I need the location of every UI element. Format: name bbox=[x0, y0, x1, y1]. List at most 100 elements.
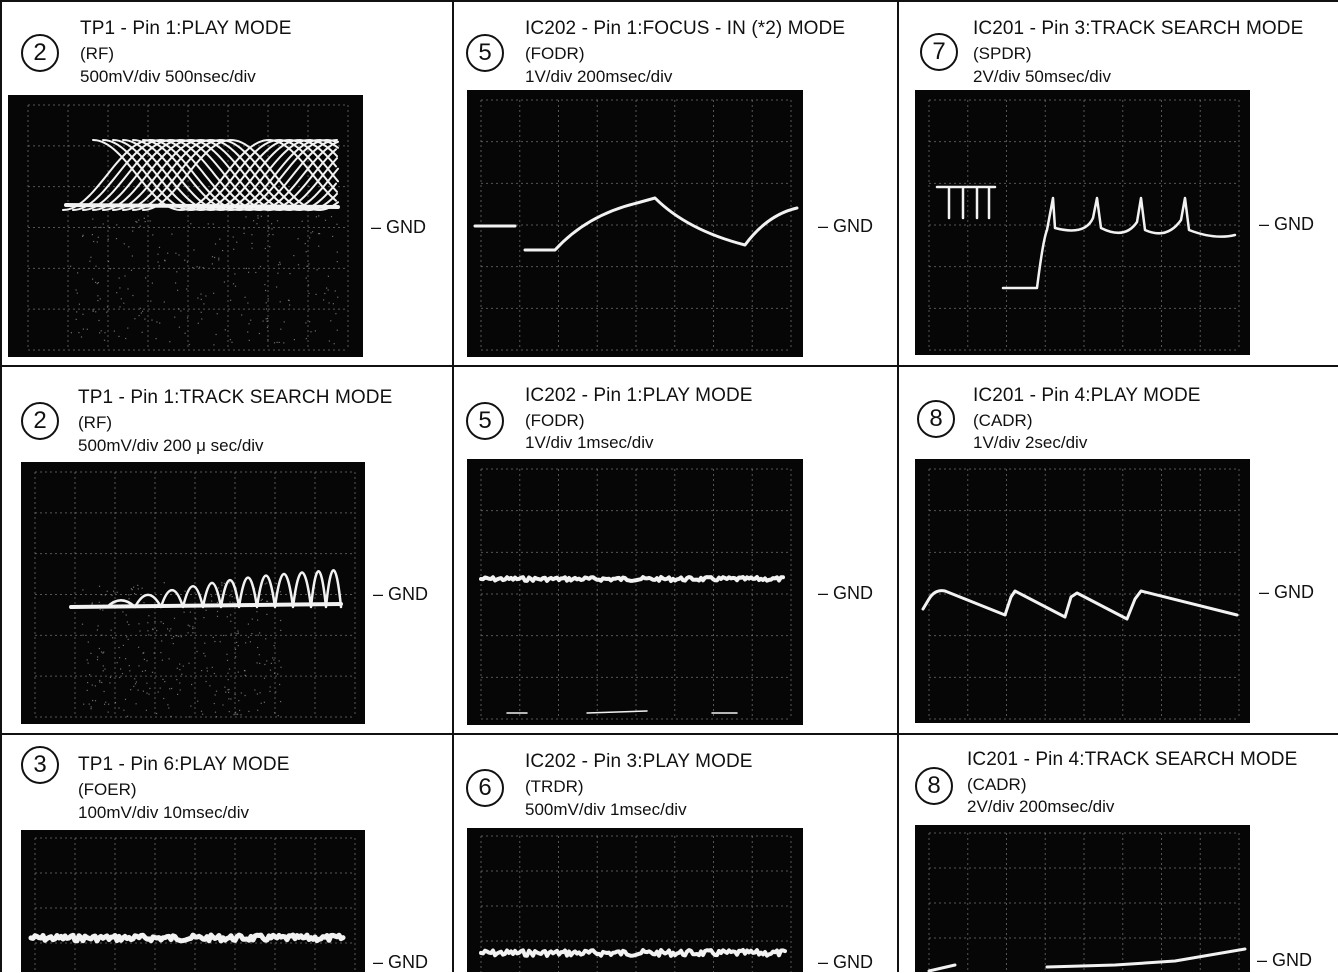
phosphor-speckle bbox=[308, 263, 310, 265]
phosphor-speckle bbox=[237, 713, 239, 715]
phosphor-speckle bbox=[269, 690, 271, 692]
phosphor-speckle bbox=[260, 599, 262, 602]
phosphor-speckle bbox=[163, 301, 165, 303]
phosphor-speckle bbox=[70, 265, 72, 267]
phosphor-speckle bbox=[214, 640, 216, 643]
phosphor-speckle bbox=[211, 256, 214, 258]
phosphor-speckle bbox=[109, 227, 111, 229]
phosphor-speckle bbox=[183, 611, 185, 613]
phosphor-speckle bbox=[157, 261, 159, 263]
phosphor-speckle bbox=[228, 668, 231, 670]
phosphor-speckle bbox=[233, 714, 235, 716]
phosphor-speckle bbox=[195, 618, 197, 620]
phosphor-speckle bbox=[92, 218, 94, 220]
phosphor-speckle bbox=[330, 320, 332, 322]
phosphor-speckle bbox=[272, 657, 274, 659]
phosphor-speckle bbox=[219, 641, 221, 643]
phosphor-speckle bbox=[270, 662, 272, 664]
waveform-title: TP1 - Pin 1:PLAY MODE bbox=[80, 18, 292, 39]
phosphor-speckle bbox=[98, 585, 101, 587]
phosphor-speckle bbox=[82, 634, 84, 636]
phosphor-speckle bbox=[179, 669, 181, 671]
phosphor-speckle bbox=[226, 616, 228, 618]
phosphor-speckle bbox=[125, 658, 127, 660]
phosphor-speckle bbox=[240, 714, 242, 716]
phosphor-speckle bbox=[215, 333, 217, 336]
phosphor-speckle bbox=[103, 339, 106, 341]
phosphor-speckle bbox=[309, 321, 311, 323]
waveform-scale: 100mV/div 10msec/div bbox=[78, 803, 250, 822]
phosphor-speckle bbox=[312, 231, 314, 233]
phosphor-speckle bbox=[263, 701, 265, 703]
phosphor-speckle bbox=[112, 637, 114, 639]
phosphor-speckle bbox=[257, 215, 259, 217]
phosphor-speckle bbox=[227, 689, 229, 691]
phosphor-speckle bbox=[213, 292, 215, 294]
phosphor-speckle bbox=[96, 241, 98, 243]
phosphor-speckle bbox=[101, 651, 103, 653]
phosphor-speckle bbox=[228, 688, 230, 691]
phosphor-speckle bbox=[212, 223, 214, 225]
phosphor-speckle bbox=[122, 611, 124, 613]
phosphor-speckle bbox=[255, 271, 257, 274]
phosphor-speckle bbox=[89, 260, 91, 262]
phosphor-speckle bbox=[265, 638, 267, 640]
phosphor-speckle bbox=[283, 342, 285, 344]
waveform-cell: 5 IC202 - Pin 1:PLAY MODE (FODR) 1V/div … bbox=[454, 367, 897, 733]
gnd-marker: – GND bbox=[373, 952, 429, 972]
oscilloscope-screen bbox=[467, 90, 803, 357]
phosphor-speckle bbox=[205, 680, 207, 683]
phosphor-speckle bbox=[167, 628, 169, 630]
phosphor-speckle bbox=[135, 703, 137, 705]
phosphor-speckle bbox=[206, 670, 208, 672]
phosphor-speckle bbox=[244, 674, 246, 676]
waveform-number-badge: 5 bbox=[466, 34, 504, 72]
phosphor-speckle bbox=[197, 297, 199, 299]
phosphor-speckle bbox=[127, 288, 129, 290]
phosphor-speckle bbox=[280, 619, 282, 622]
phosphor-speckle bbox=[211, 666, 213, 668]
phosphor-speckle bbox=[175, 282, 177, 284]
phosphor-speckle bbox=[308, 292, 310, 294]
phosphor-speckle bbox=[276, 286, 278, 288]
waveform-signal: (FODR) bbox=[525, 44, 585, 63]
phosphor-speckle bbox=[82, 234, 84, 236]
phosphor-speckle bbox=[102, 665, 104, 667]
phosphor-speckle bbox=[253, 220, 255, 222]
phosphor-speckle bbox=[293, 255, 295, 257]
phosphor-speckle bbox=[158, 265, 160, 267]
phosphor-speckle bbox=[197, 322, 199, 324]
phosphor-speckle bbox=[188, 716, 190, 718]
phosphor-speckle bbox=[108, 703, 110, 705]
phosphor-speckle bbox=[279, 683, 281, 686]
phosphor-speckle bbox=[230, 633, 232, 635]
phosphor-speckle bbox=[187, 632, 189, 634]
phosphor-speckle bbox=[98, 601, 100, 603]
phosphor-speckle bbox=[123, 709, 125, 711]
phosphor-speckle bbox=[110, 629, 112, 631]
phosphor-speckle bbox=[196, 650, 198, 653]
phosphor-speckle bbox=[224, 686, 226, 688]
waveform-scale: 1V/div 200msec/div bbox=[525, 67, 673, 86]
phosphor-speckle bbox=[278, 660, 280, 662]
phosphor-speckle bbox=[130, 689, 132, 691]
phosphor-speckle bbox=[264, 663, 266, 666]
phosphor-speckle bbox=[240, 692, 242, 694]
phosphor-speckle bbox=[161, 659, 163, 661]
phosphor-speckle bbox=[323, 299, 325, 301]
phosphor-speckle bbox=[203, 303, 205, 305]
gnd-marker: – GND bbox=[1259, 214, 1315, 234]
phosphor-speckle bbox=[101, 681, 103, 684]
phosphor-speckle bbox=[188, 343, 190, 346]
phosphor-speckle bbox=[239, 709, 241, 711]
waveform-trace bbox=[479, 835, 792, 972]
phosphor-speckle bbox=[127, 638, 129, 640]
phosphor-speckle bbox=[149, 687, 151, 689]
phosphor-speckle bbox=[245, 216, 247, 218]
phosphor-speckle bbox=[207, 223, 209, 225]
phosphor-speckle bbox=[257, 619, 259, 621]
phosphor-speckle bbox=[91, 603, 93, 605]
phosphor-speckle bbox=[248, 339, 250, 341]
phosphor-speckle bbox=[271, 228, 273, 230]
phosphor-speckle bbox=[231, 596, 233, 598]
